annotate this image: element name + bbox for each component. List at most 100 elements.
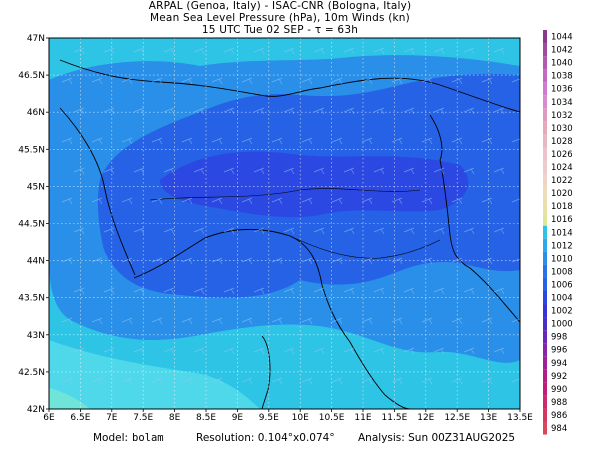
colorbar-label: 1010 [551, 254, 573, 264]
wind-barb [73, 227, 85, 235]
wind-barb [451, 197, 463, 205]
wind-barb [103, 347, 115, 355]
wind-barb [403, 347, 415, 355]
wind-barb [433, 347, 445, 355]
wind-barb [313, 287, 325, 295]
wind-barb [463, 47, 475, 55]
wind-barb [271, 377, 283, 385]
wind-barb [61, 197, 73, 205]
wind-barb [403, 227, 415, 235]
colorbar-label: 1038 [551, 72, 573, 82]
wind-barb [223, 107, 235, 115]
footer-model-value: bolam [132, 432, 164, 444]
wind-barb [133, 287, 145, 295]
wind-barb [181, 257, 193, 265]
x-tick-label: 11E [354, 413, 371, 423]
wind-barb [133, 107, 145, 115]
wind-barb [151, 77, 163, 85]
colorbar-label: 1036 [551, 85, 573, 95]
wind-barb [91, 377, 103, 385]
wind-barb [133, 347, 145, 355]
wind-barb [391, 377, 403, 385]
wind-barb [271, 197, 283, 205]
wind-barb [73, 47, 85, 55]
y-tick-label: 46.5N [18, 71, 45, 81]
wind-barb [121, 137, 133, 145]
longitude-axis: 6E 6.5E 7E 7.5E 8E 8.5E 9E 9.5E 10E 10.5E 11E 11.5E… [43, 409, 533, 423]
colorbar-swatch [543, 317, 547, 331]
colorbar-label: 1008 [551, 267, 573, 277]
wind-barb [163, 227, 175, 235]
x-tick-label: 11.5E [382, 413, 408, 423]
wind-barb [133, 227, 145, 235]
y-tick-label: 44N [27, 257, 45, 267]
x-tick-label: 13.5E [507, 413, 533, 423]
wind-barb [481, 77, 493, 85]
colorbar-swatch [543, 277, 547, 291]
colorbar-label: 1032 [551, 111, 573, 121]
colorbar-label: 1030 [551, 124, 573, 134]
colorbar-swatch [543, 330, 547, 344]
wind-barb [121, 377, 133, 385]
x-tick-label: 10E [292, 413, 309, 423]
wind-barb [421, 197, 433, 205]
wind-barb [301, 197, 313, 205]
wind-barb [91, 257, 103, 265]
x-tick-label: 9.5E [259, 413, 279, 423]
wind-barb [181, 377, 193, 385]
colorbar-label: 1006 [551, 280, 573, 290]
wind-barb [91, 317, 103, 325]
y-tick-label: 43N [27, 331, 45, 341]
wind-barb [193, 47, 205, 55]
colorbar-swatch [543, 108, 547, 122]
wind-barb [343, 167, 355, 175]
colorbar-label: 990 [551, 385, 567, 395]
wind-barb [493, 107, 505, 115]
wind-barb [421, 377, 433, 385]
x-tick-label: 10.5E [319, 413, 345, 423]
latitude-axis: 47N 46.5N 46N 45.5N 45N 44.5N 44N 43.5N 43N 42.5N… [18, 34, 49, 415]
wind-barb [463, 167, 475, 175]
wind-barb [151, 377, 163, 385]
wind-barb [283, 107, 295, 115]
wind-barb [163, 347, 175, 355]
colorbar-label: 1022 [551, 176, 573, 186]
colorbar-swatch [543, 82, 547, 96]
wind-barb [331, 137, 343, 145]
wind-barb [121, 77, 133, 85]
wind-barb [151, 317, 163, 325]
wind-barb [151, 197, 163, 205]
colorbar-swatch [543, 56, 547, 70]
wind-barb [121, 317, 133, 325]
colorbar-swatch [543, 173, 547, 187]
header-title: ARPAL (Genoa, Italy) - ISAC-CNR (Bologna… [148, 0, 412, 12]
wind-barb [373, 227, 385, 235]
wind-barb [73, 107, 85, 115]
wind-barb [391, 257, 403, 265]
wind-barb [373, 47, 385, 55]
footer-analysis: Analysis: Sun 00Z31AUG2025 [358, 432, 516, 444]
wind-barb [61, 317, 73, 325]
colorbar-label: 986 [551, 411, 567, 421]
wind-barb [151, 137, 163, 145]
wind-barb [403, 167, 415, 175]
field-1006-1008 [160, 151, 469, 218]
x-tick-label: 12E [417, 413, 434, 423]
wind-barb [181, 317, 193, 325]
wind-barb [283, 47, 295, 55]
pressure-field [49, 38, 520, 409]
wind-barb [193, 347, 205, 355]
wind-barb [121, 197, 133, 205]
wind-barb [91, 197, 103, 205]
wind-barb [361, 137, 373, 145]
colorbar-swatch [543, 356, 547, 370]
wind-barb [91, 77, 103, 85]
wind-barb [313, 107, 325, 115]
x-tick-label: 8.5E [196, 413, 216, 423]
colorbar-swatch [543, 382, 547, 396]
colorbar-label: 1042 [551, 46, 573, 56]
colorbar-swatch [543, 369, 547, 383]
y-tick-label: 45N [27, 182, 45, 192]
border-france-italy [59, 107, 136, 276]
